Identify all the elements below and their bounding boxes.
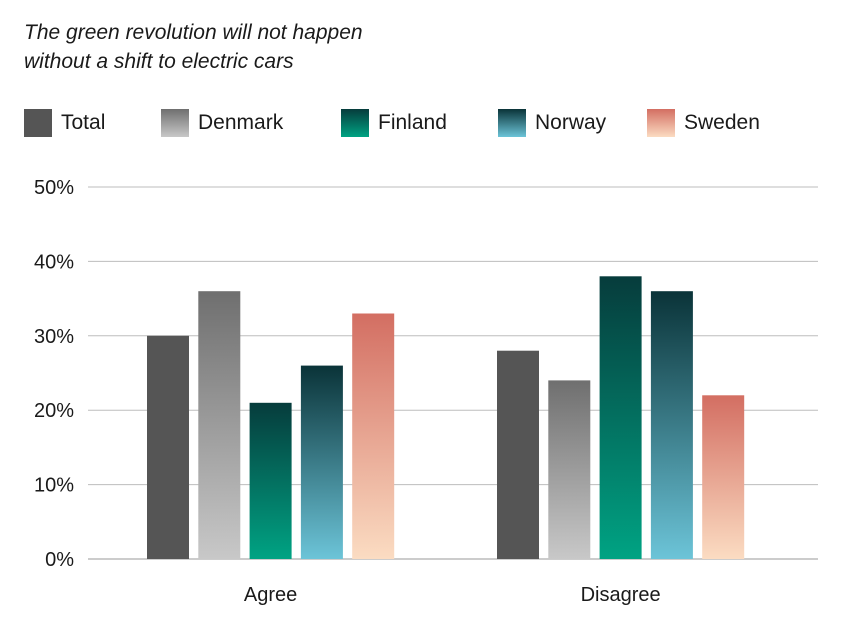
bar-agree-norway xyxy=(300,365,343,559)
bar-disagree-sweden xyxy=(702,395,745,559)
x-category-label-disagree: Disagree xyxy=(581,584,661,606)
legend-label-denmark: Denmark xyxy=(198,111,284,134)
y-tick-label: 10% xyxy=(34,475,74,497)
bar-agree-sweden xyxy=(352,313,395,559)
y-tick-label: 20% xyxy=(34,400,74,422)
legend-item-sweden: Sweden xyxy=(647,108,760,138)
legend-swatch-sweden xyxy=(647,109,675,137)
legend-swatch-total xyxy=(24,109,52,137)
bar-disagree-norway xyxy=(650,291,693,559)
legend-label-sweden: Sweden xyxy=(684,111,760,134)
legend-item-finland: Finland xyxy=(341,108,447,138)
bar-disagree-finland xyxy=(599,276,642,559)
chart-title-line-1: The green revolution will not happen xyxy=(24,21,363,44)
legend-label-norway: Norway xyxy=(535,111,607,134)
legend-swatch-norway xyxy=(498,109,526,137)
bar-disagree-total xyxy=(497,350,539,559)
bars xyxy=(147,276,745,559)
y-axis-ticks: 0% 10% 20% 30% 40% 50% xyxy=(34,177,74,571)
legend-item-total: Total xyxy=(24,108,105,138)
chart-title: The green revolution will not happen wit… xyxy=(24,18,584,76)
legend-label-total: Total xyxy=(61,111,106,134)
bar-agree-finland xyxy=(249,402,292,559)
y-tick-label: 40% xyxy=(34,251,74,273)
legend-item-norway: Norway xyxy=(498,108,606,138)
y-tick-label: 0% xyxy=(45,549,74,571)
legend-label-finland: Finland xyxy=(378,111,447,134)
bar-agree-total xyxy=(147,335,189,559)
legend-swatch-denmark xyxy=(161,109,189,137)
legend-item-denmark: Denmark xyxy=(161,108,283,138)
y-tick-label: 30% xyxy=(34,326,74,348)
bar-agree-denmark xyxy=(198,291,241,559)
legend-swatch-finland xyxy=(341,109,369,137)
bar-disagree-denmark xyxy=(548,380,591,559)
x-category-label-agree: Agree xyxy=(244,584,297,606)
y-tick-label: 50% xyxy=(34,177,74,199)
x-axis-categories: Agree Disagree xyxy=(244,584,661,606)
chart-title-line-2: without a shift to electric cars xyxy=(24,50,294,73)
